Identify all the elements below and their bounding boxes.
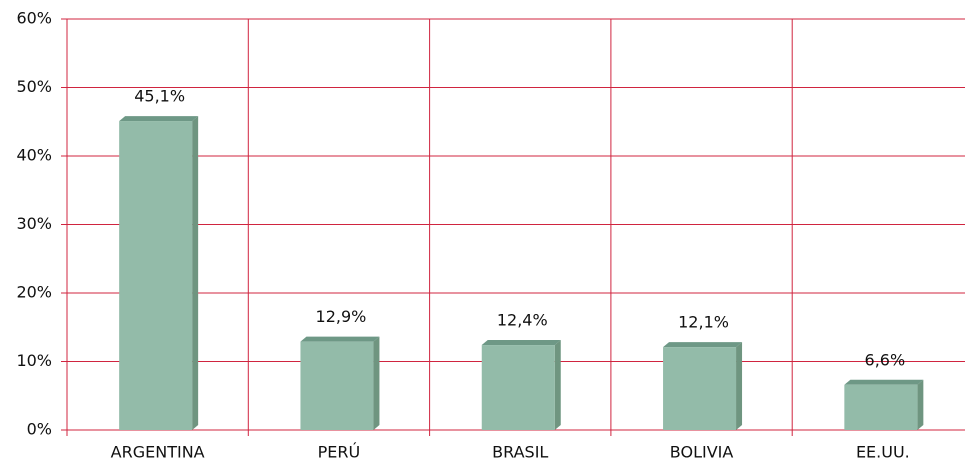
data-label: 12,1%	[678, 313, 729, 332]
bar-side	[554, 340, 561, 430]
bar	[481, 345, 555, 430]
bar-top	[119, 116, 199, 122]
y-tick-label: 60%	[16, 9, 52, 28]
data-label: 12,9%	[316, 307, 367, 326]
x-tick-label: PERÚ	[318, 443, 361, 462]
bar	[300, 341, 374, 430]
bar	[119, 121, 193, 430]
data-label: 45,1%	[134, 87, 185, 106]
x-tick-label: EE.UU.	[856, 443, 910, 462]
bar-side	[192, 116, 199, 430]
y-tick-label: 30%	[16, 214, 52, 233]
bar-side	[373, 336, 380, 430]
bar-side	[736, 342, 743, 430]
x-tick-label: BRASIL	[492, 443, 548, 462]
bar-top	[663, 342, 743, 348]
x-tick-label: BOLIVIA	[670, 443, 734, 462]
y-tick-label: 40%	[16, 146, 52, 165]
y-tick-label: 10%	[16, 351, 52, 370]
bar	[844, 384, 918, 430]
y-tick-label: 50%	[16, 77, 52, 96]
bar-side	[917, 379, 924, 430]
bar-top	[300, 336, 380, 342]
y-tick-label: 0%	[27, 420, 52, 439]
x-tick-label: ARGENTINA	[111, 443, 205, 462]
bar	[663, 347, 737, 430]
bar-top	[481, 340, 561, 346]
data-label: 12,4%	[497, 311, 548, 330]
y-tick-label: 20%	[16, 283, 52, 302]
data-label: 6,6%	[865, 350, 906, 369]
bar-top	[844, 379, 924, 385]
